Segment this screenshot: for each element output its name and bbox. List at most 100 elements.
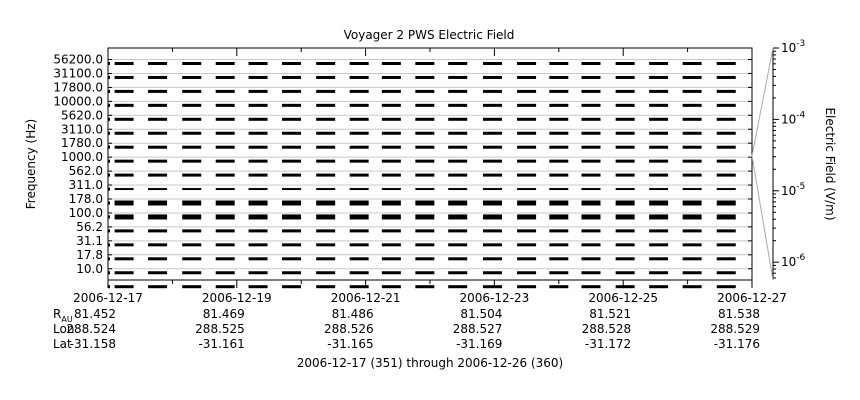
data-segment: [182, 271, 202, 275]
data-segment: [282, 243, 302, 247]
edge-mark: [108, 103, 110, 107]
data-segment: [248, 159, 268, 163]
data-segment: [215, 131, 235, 135]
data-segment: [448, 285, 468, 289]
data-segment: [615, 257, 635, 261]
data-segment: [349, 159, 369, 163]
data-segment: [517, 145, 537, 149]
data-segment: [716, 188, 736, 191]
data-segment: [448, 243, 468, 247]
y-tick-label: 1000.0: [61, 150, 103, 164]
data-segment: [316, 257, 336, 261]
data-segment: [482, 214, 502, 220]
data-segment: [649, 243, 669, 247]
colorbar-tick-label: 10-4: [781, 110, 806, 126]
data-segment: [215, 62, 235, 65]
data-segment: [649, 200, 669, 206]
data-segment: [517, 214, 537, 220]
data-segment: [114, 62, 134, 65]
data-segment: [215, 103, 235, 107]
y-tick-label: 178.0: [69, 192, 103, 206]
data-segment: [517, 62, 537, 65]
data-segment: [649, 285, 669, 289]
data-segment: [282, 159, 302, 163]
x-tick-label: 2006-12-27: [717, 291, 787, 305]
data-segment: [615, 145, 635, 149]
data-segment: [682, 159, 702, 163]
data-segment: [349, 200, 369, 206]
data-segment: [716, 117, 736, 121]
data-segment: [682, 200, 702, 206]
data-segment: [581, 173, 601, 177]
data-segment: [415, 188, 435, 191]
data-segment: [549, 103, 569, 107]
data-segment: [581, 214, 601, 220]
data-segment: [349, 229, 369, 233]
data-segment: [114, 75, 134, 79]
data-segment: [316, 285, 336, 289]
data-segment: [549, 62, 569, 65]
data-segment: [114, 131, 134, 135]
data-segment: [517, 271, 537, 275]
data-segment: [649, 75, 669, 79]
data-segment: [215, 200, 235, 206]
data-segment: [282, 271, 302, 275]
data-segment: [182, 243, 202, 247]
data-segment: [615, 243, 635, 247]
data-segment: [381, 145, 401, 149]
data-segment: [316, 62, 336, 65]
data-segment: [716, 131, 736, 135]
ephem-value: 288.527: [453, 322, 503, 336]
data-segment: [482, 62, 502, 65]
data-segment: [682, 188, 702, 191]
data-segment: [148, 271, 168, 275]
data-segment: [649, 257, 669, 261]
data-segment: [581, 188, 601, 191]
data-segment: [415, 89, 435, 93]
data-segment: [349, 173, 369, 177]
data-segment: [215, 243, 235, 247]
data-segment: [682, 271, 702, 275]
data-segment: [114, 214, 134, 220]
ephem-value: -31.161: [198, 337, 244, 351]
data-segment: [282, 200, 302, 206]
data-segment: [381, 159, 401, 163]
data-segment: [381, 214, 401, 220]
data-segment: [182, 89, 202, 93]
data-segment: [148, 214, 168, 220]
data-segment: [517, 173, 537, 177]
data-segment: [248, 188, 268, 191]
data-segment: [114, 145, 134, 149]
data-segment: [282, 89, 302, 93]
data-segment: [482, 285, 502, 289]
data-segment: [381, 188, 401, 191]
data-segment: [415, 117, 435, 121]
data-segment: [349, 131, 369, 135]
data-segment: [649, 214, 669, 220]
ephem-value: 81.521: [589, 307, 631, 321]
data-segment: [448, 103, 468, 107]
data-segment: [649, 159, 669, 163]
data-segment: [114, 257, 134, 261]
data-segment: [316, 229, 336, 233]
data-segment: [682, 214, 702, 220]
data-segment: [716, 243, 736, 247]
data-segment: [649, 89, 669, 93]
data-segment: [448, 271, 468, 275]
data-segment: [615, 117, 635, 121]
data-segment: [615, 131, 635, 135]
y-tick-label: 56.2: [76, 220, 103, 234]
data-segment: [716, 200, 736, 206]
data-segment: [549, 173, 569, 177]
data-segment: [316, 243, 336, 247]
data-segment: [182, 214, 202, 220]
data-segment: [114, 200, 134, 206]
data-segment: [549, 257, 569, 261]
data-segment: [649, 62, 669, 65]
data-segment: [649, 229, 669, 233]
data-segment: [482, 117, 502, 121]
data-segment: [248, 271, 268, 275]
data-segment: [448, 159, 468, 163]
data-segment: [517, 103, 537, 107]
